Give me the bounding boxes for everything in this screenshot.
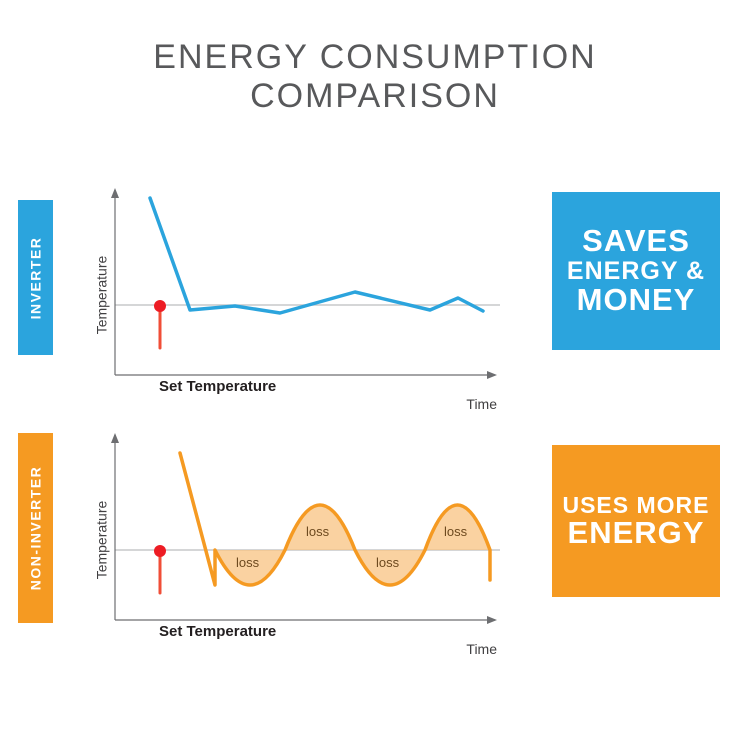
side-tab-non-inverter: NON-INVERTER xyxy=(18,433,53,623)
loss-label: loss xyxy=(444,524,467,539)
badge-line: ENERGY & xyxy=(567,258,705,284)
badge-line: SAVES xyxy=(582,225,690,258)
title-line-1: ENERGY CONSUMPTION xyxy=(153,38,596,76)
loss-label: loss xyxy=(236,555,259,570)
title-line-2: COMPARISON xyxy=(250,77,500,115)
x-axis-label: Time xyxy=(466,641,497,657)
y-axis-label: Temperature xyxy=(93,501,109,580)
chart-svg xyxy=(60,180,505,410)
side-tab-label: INVERTER xyxy=(28,236,44,319)
badge-line: ENERGY xyxy=(568,517,705,550)
side-tab-label: NON-INVERTER xyxy=(28,466,44,591)
badge-inverter: SAVESENERGY &MONEY xyxy=(552,192,720,350)
x-axis-label: Time xyxy=(466,396,497,412)
panel-non-inverter: NON-INVERTER Temperature Time Set Temperatu… xyxy=(0,425,750,670)
chart-non-inverter: Temperature Time Set Temperature loss loss lo… xyxy=(60,425,505,655)
side-tab-inverter: INVERTER xyxy=(18,200,53,355)
set-temperature-label: Set Temperature xyxy=(159,623,276,640)
badge-line: MONEY xyxy=(577,284,696,317)
page-title: ENERGY CONSUMPTION COMPARISON xyxy=(0,0,750,116)
y-axis-label: Temperature xyxy=(93,256,109,335)
chart-inverter: Temperature Time Set Temperature xyxy=(60,180,505,410)
panel-inverter: INVERTER Temperature Time Set Temperature SA… xyxy=(0,180,750,425)
loss-label: loss xyxy=(306,524,329,539)
set-temperature-label: Set Temperature xyxy=(159,378,276,395)
chart-svg xyxy=(60,425,505,655)
badge-line: USES MORE xyxy=(562,493,709,517)
loss-label: loss xyxy=(376,555,399,570)
badge-non-inverter: USES MOREENERGY xyxy=(552,445,720,597)
panels-container: INVERTER Temperature Time Set Temperature SA… xyxy=(0,180,750,670)
